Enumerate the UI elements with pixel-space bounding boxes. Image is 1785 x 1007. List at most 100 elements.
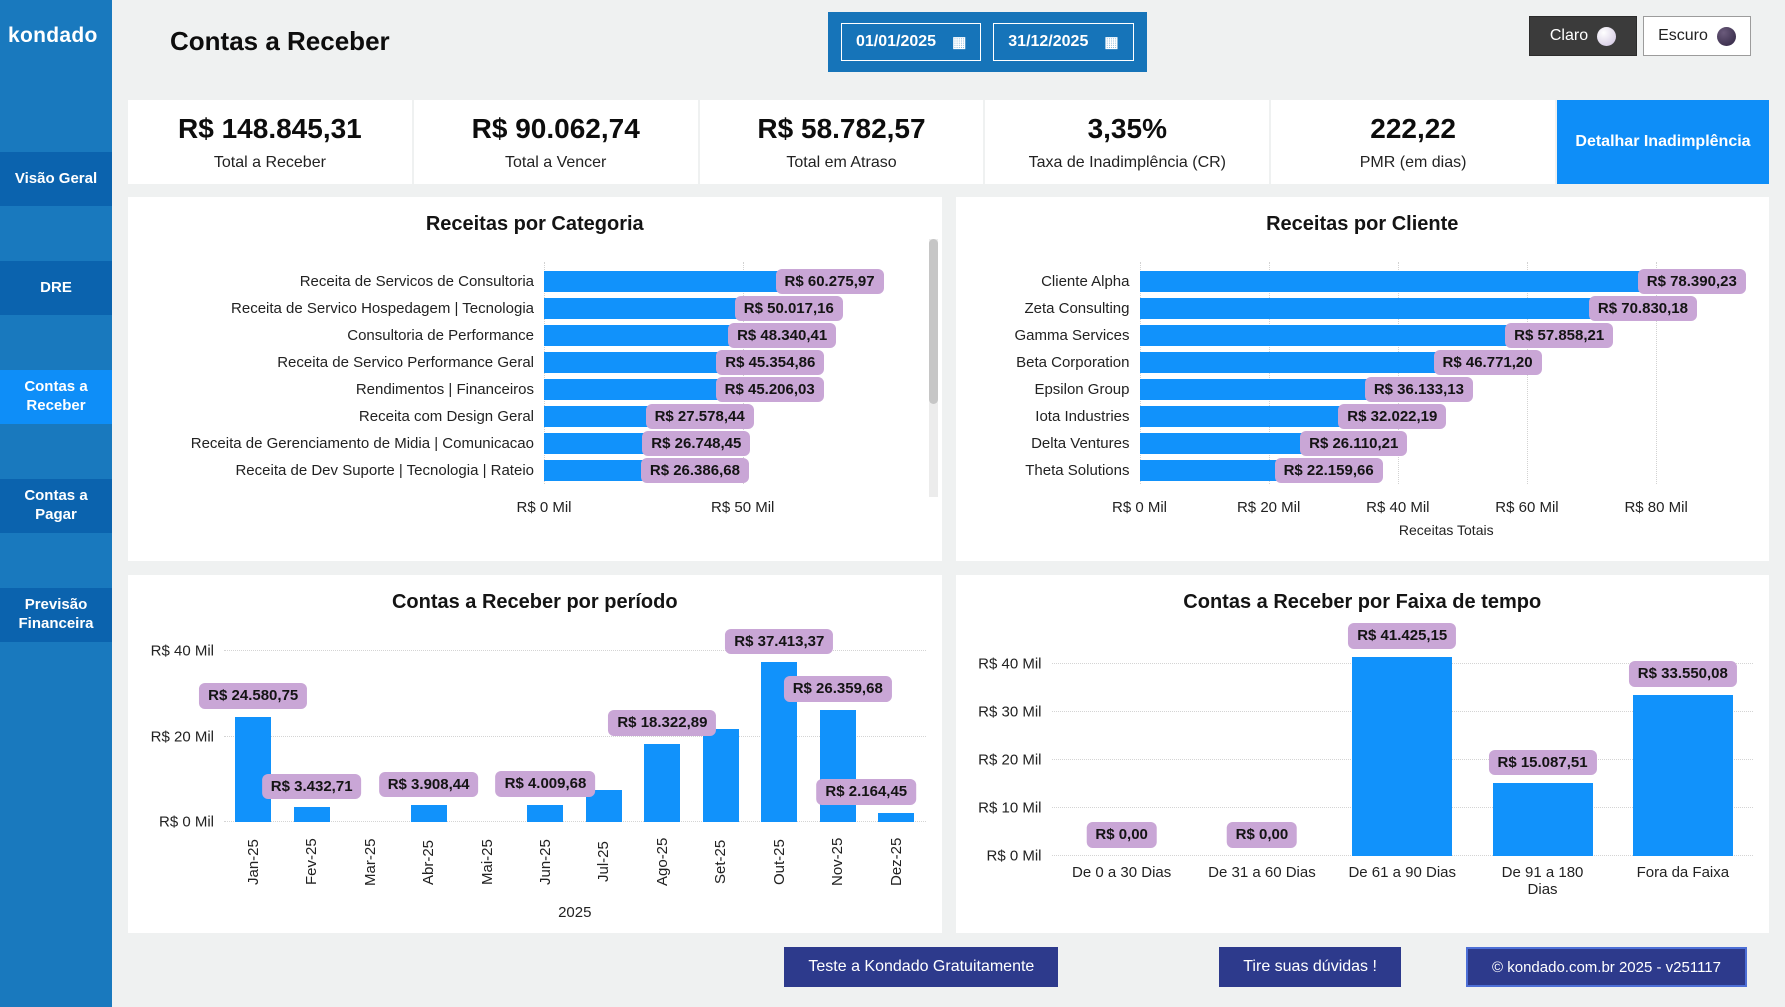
bar[interactable] — [544, 298, 743, 319]
bar[interactable] — [1139, 352, 1442, 373]
scrollbar[interactable] — [928, 239, 938, 497]
bar-columns: R$ 0,00 R$ 0,00 R$ 41.425,15 R$ 15.087,51 R$… — [1052, 623, 1754, 856]
bar-row: R$ 27.578,44 — [544, 403, 926, 430]
footer: Teste a Kondado Gratuitamente Tire suas … — [128, 943, 1769, 997]
bar[interactable] — [544, 271, 784, 292]
y-axis-tick: R$ 40 Mil — [978, 655, 1042, 673]
receivables-by-period-chart: R$ 0 Mil R$ 20 Mil R$ 40 Mil R$ 24.580,75 R$… — [144, 628, 926, 921]
start-date-picker[interactable]: 01/01/2025 ▦ — [841, 23, 982, 61]
x-axis-tick: R$ 60 Mil — [1495, 499, 1559, 516]
data-label-pill: R$ 26.386,68 — [640, 457, 749, 484]
y-axis-tick: R$ 0 Mil — [986, 847, 1042, 865]
bar[interactable] — [1492, 783, 1593, 856]
gridline — [1139, 262, 1141, 484]
y-axis-tick: R$ 20 Mil — [978, 751, 1042, 769]
bar[interactable] — [544, 352, 725, 373]
category-label: Beta Corporation — [1016, 354, 1130, 371]
sidebar-item-contas-a-pagar[interactable]: Contas a Pagar — [0, 479, 112, 533]
category-label: De 31 a 60 Dias — [1208, 864, 1316, 881]
theme-dark-button[interactable]: Escuro — [1643, 16, 1751, 56]
category-label: Delta Ventures — [1031, 435, 1130, 452]
bar[interactable] — [644, 743, 681, 822]
plot-area: R$ 0 Mil R$ 20 Mil R$ 40 Mil R$ 60 Mil R$ 80… — [1112, 262, 1754, 538]
chart-title: Receitas por Cliente — [1266, 213, 1459, 235]
category-axis: Cliente Alpha Zeta Consulting Gamma Servic… — [972, 268, 1140, 484]
category-label: Iota Industries — [1035, 408, 1130, 425]
bar[interactable] — [235, 717, 272, 822]
bar-row: R$ 78.390,23 — [1139, 268, 1754, 295]
bar[interactable] — [1139, 298, 1597, 319]
bar[interactable] — [544, 460, 649, 481]
sidebar-item-visao-geral[interactable]: Visão Geral — [0, 152, 112, 206]
y-axis-tick: R$ 40 Mil — [150, 642, 214, 660]
end-date-picker[interactable]: 31/12/2025 ▦ — [993, 23, 1134, 61]
kpi-band: R$ 148.845,31 Total a Receber R$ 90.062,… — [128, 100, 1769, 184]
bar[interactable] — [1139, 271, 1646, 292]
main-content: Contas a Receber 01/01/2025 ▦ 31/12/2025… — [112, 0, 1785, 1007]
copyright-badge[interactable]: © kondado.com.br 2025 - v251117 — [1466, 947, 1747, 987]
bar-row: R$ 45.206,03 — [544, 376, 926, 403]
category-label: De 0 a 30 Dias — [1072, 864, 1172, 881]
revenue-by-client-chart: Cliente Alpha Zeta Consulting Gamma Servic… — [972, 262, 1754, 538]
bar-column: R$ 33.550,08 — [1613, 630, 1753, 856]
data-label-pill: R$ 26.359,68 — [783, 675, 892, 702]
kpi-taxa-inadimplencia: 3,35% Taxa de Inadimplência (CR) — [985, 100, 1272, 184]
help-button[interactable]: Tire suas dúvidas ! — [1219, 947, 1401, 987]
bar[interactable] — [1139, 406, 1347, 427]
data-label-pill: R$ 24.580,75 — [199, 683, 308, 710]
data-label-pill: R$ 2.164,45 — [816, 779, 917, 805]
bar[interactable] — [527, 804, 564, 822]
kpi-total-em-atraso: R$ 58.782,57 Total em Atraso — [700, 100, 986, 184]
plot-area: R$ 0 Mil R$ 50 Mil R$ 60.275,97 R$ 50.017,1… — [516, 262, 926, 516]
theme-light-button[interactable]: Claro — [1529, 16, 1637, 56]
bar[interactable] — [702, 729, 739, 822]
category-label: Jul-25 — [595, 841, 613, 883]
bar[interactable] — [544, 406, 654, 427]
bar[interactable] — [819, 709, 856, 822]
bar[interactable] — [1139, 379, 1373, 400]
kpi-value: R$ 148.845,31 — [178, 112, 362, 144]
start-date-value: 01/01/2025 — [856, 33, 937, 50]
try-kondado-button[interactable]: Teste a Kondado Gratuitamente — [784, 947, 1059, 987]
category-label: Consultoria de Performance — [347, 327, 534, 344]
sidebar: kondado Visão Geral DRE Contas a Receber… — [0, 0, 112, 1007]
date-range-panel: 01/01/2025 ▦ 31/12/2025 ▦ — [828, 12, 1147, 72]
bar[interactable] — [1139, 433, 1309, 454]
kpi-label: Total em Atraso — [786, 153, 897, 171]
category-label: Jun-25 — [536, 839, 554, 885]
revenue-by-category-chart: Receita de Servicos de Consultoria Receit… — [144, 262, 926, 516]
bar[interactable] — [544, 325, 737, 346]
category-label: Zeta Consulting — [1024, 300, 1130, 317]
sidebar-nav: Visão Geral DRE Contas a Receber Contas … — [0, 152, 112, 642]
bar[interactable] — [544, 379, 724, 400]
bar[interactable] — [544, 433, 651, 454]
x-axis-tick: R$ 80 Mil — [1624, 499, 1688, 516]
data-label-pill: R$ 18.322,89 — [608, 710, 717, 736]
bar[interactable] — [1632, 694, 1733, 856]
category-label: Nov-25 — [829, 837, 847, 887]
receivables-by-age-card: Contas a Receber por Faixa de tempo R$ 0… — [955, 575, 1769, 933]
bar-column: R$ 41.425,15 — [1332, 623, 1472, 856]
sidebar-item-dre[interactable]: DRE — [0, 261, 112, 315]
bar[interactable] — [410, 805, 447, 822]
bar[interactable] — [1352, 656, 1453, 856]
category-label: Theta Solutions — [1025, 462, 1130, 479]
theme-light-label: Claro — [1549, 27, 1589, 44]
bar-row: R$ 26.110,21 — [1139, 430, 1754, 457]
bar[interactable] — [878, 812, 915, 822]
bar[interactable] — [1139, 325, 1514, 346]
data-label-pill: R$ 36.133,13 — [1364, 376, 1473, 403]
scrollbar-thumb[interactable] — [928, 239, 938, 405]
x-axis-title: 2025 — [558, 904, 592, 921]
category-label: Abr-25 — [420, 839, 438, 885]
bar[interactable] — [293, 807, 330, 822]
category-label: Dez-25 — [887, 837, 905, 887]
category-label: Receita de Servicos de Consultoria — [299, 273, 534, 290]
bar[interactable] — [1139, 460, 1283, 481]
detalhar-inadimplencia-button[interactable]: Detalhar Inadimplência — [1556, 100, 1769, 184]
sidebar-item-previsao-financeira[interactable]: Previsão Financeira — [0, 588, 112, 642]
light-theme-icon — [1597, 26, 1617, 46]
sidebar-item-contas-a-receber[interactable]: Contas a Receber — [0, 370, 112, 424]
x-axis-tick: R$ 20 Mil — [1236, 499, 1301, 516]
